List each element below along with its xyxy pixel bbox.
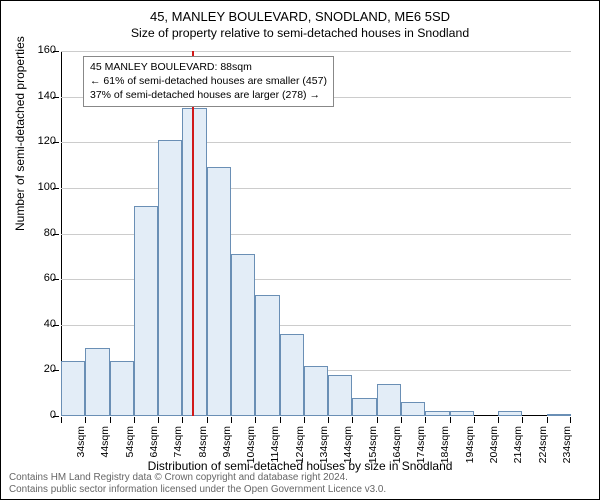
y-tick-label: 120 [26, 135, 56, 147]
histogram-bar [134, 206, 158, 416]
histogram-bar [110, 361, 134, 416]
x-tick [110, 417, 111, 423]
histogram-bar [182, 108, 206, 416]
y-tick-label: 80 [26, 227, 56, 239]
y-axis-title: Number of semi-detached properties [13, 36, 27, 231]
x-tick [425, 417, 426, 423]
histogram-bar [401, 402, 425, 416]
x-tick [547, 417, 548, 423]
histogram-bar [450, 411, 474, 416]
x-tick [570, 417, 571, 423]
callout-box: 45 MANLEY BOULEVARD: 88sqm← 61% of semi-… [83, 56, 334, 107]
histogram-bar [231, 254, 255, 416]
callout-line: 37% of semi-detached houses are larger (… [90, 88, 327, 102]
y-tick-label: 20 [26, 363, 56, 375]
footer-line-1: Contains HM Land Registry data © Crown c… [9, 472, 386, 484]
callout-line: ← 61% of semi-detached houses are smalle… [90, 74, 327, 88]
y-tick-label: 160 [26, 44, 56, 56]
x-tick [231, 417, 232, 423]
y-tick-label: 60 [26, 272, 56, 284]
y-tick-label: 140 [26, 90, 56, 102]
footer-line-2: Contains public sector information licen… [9, 484, 386, 496]
histogram-bar [158, 140, 182, 416]
x-tick [377, 417, 378, 423]
histogram-bar [377, 384, 401, 416]
x-tick [134, 417, 135, 423]
x-tick [158, 417, 159, 423]
x-tick [401, 417, 402, 423]
histogram-bar [328, 375, 352, 416]
histogram-bar [352, 398, 376, 416]
plot-region: 02040608010012014016034sqm44sqm54sqm64sq… [61, 51, 571, 416]
y-tick-label: 100 [26, 181, 56, 193]
x-tick [304, 417, 305, 423]
x-tick [328, 417, 329, 423]
histogram-bar [61, 361, 85, 416]
x-tick [450, 417, 451, 423]
chart-area: 02040608010012014016034sqm44sqm54sqm64sq… [61, 51, 571, 416]
callout-line: 45 MANLEY BOULEVARD: 88sqm [90, 60, 327, 74]
x-tick [474, 417, 475, 423]
x-tick [207, 417, 208, 423]
x-tick [61, 417, 62, 423]
histogram-bar [207, 167, 231, 416]
x-tick [182, 417, 183, 423]
histogram-bar [85, 348, 109, 416]
y-tick-label: 40 [26, 318, 56, 330]
y-tick-label: 0 [26, 409, 56, 421]
page-subtitle: Size of property relative to semi-detach… [1, 26, 599, 40]
x-tick [352, 417, 353, 423]
x-tick [522, 417, 523, 423]
x-tick [280, 417, 281, 423]
histogram-bar [425, 411, 449, 416]
histogram-bar [498, 411, 522, 416]
grid-line [61, 188, 571, 189]
grid-line [61, 142, 571, 143]
histogram-bar [280, 334, 304, 416]
page-title: 45, MANLEY BOULEVARD, SNODLAND, ME6 5SD [1, 9, 599, 24]
grid-line [61, 51, 571, 52]
x-tick [498, 417, 499, 423]
x-axis-title: Distribution of semi-detached houses by … [1, 459, 599, 473]
histogram-bar [255, 295, 279, 416]
footer-attribution: Contains HM Land Registry data © Crown c… [9, 472, 386, 496]
histogram-bar [304, 366, 328, 416]
x-tick [255, 417, 256, 423]
histogram-bar [547, 414, 571, 416]
x-tick [85, 417, 86, 423]
